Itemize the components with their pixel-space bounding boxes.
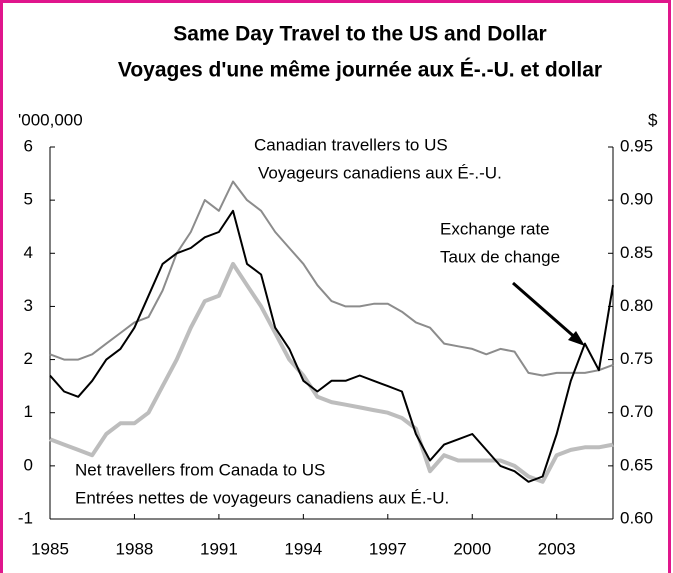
chart-subtitle: Voyages d'une même journée aux É-.-U. et… — [118, 59, 602, 82]
annotation: Taux de change — [440, 247, 560, 266]
x-tick-label: 1991 — [200, 539, 238, 558]
y2-tick-label: 0.80 — [620, 296, 653, 315]
annotation: Entrées nettes de voyageurs canadiens au… — [75, 488, 449, 507]
y-tick-label: 0 — [24, 455, 33, 474]
y2-tick-label: 0.75 — [620, 349, 653, 368]
series-line — [49, 180, 614, 377]
arrow — [512, 281, 579, 342]
y-tick-label: 3 — [24, 296, 33, 315]
x-tick-label: 2003 — [538, 539, 576, 558]
y2-axis-label: $ — [648, 110, 658, 129]
chart-title: Same Day Travel to the US and Dollar — [173, 23, 546, 46]
x-tick-label: 1985 — [31, 539, 69, 558]
y-axis-label: '000,000 — [18, 110, 83, 129]
x-tick-label: 1997 — [369, 539, 407, 558]
y2-tick-label: 0.90 — [620, 190, 653, 209]
annotation: Exchange rate — [440, 219, 550, 238]
y-tick-label: 4 — [24, 243, 33, 262]
arrowhead — [568, 331, 585, 346]
x-tick-label: 1988 — [116, 539, 154, 558]
y2-tick-label: 0.95 — [620, 136, 653, 155]
y2-tick-label: 0.85 — [620, 243, 653, 262]
annotation: Net travellers from Canada to US — [75, 460, 325, 479]
y-tick-label: 1 — [24, 402, 33, 421]
series-line — [49, 261, 614, 484]
y2-tick-label: 0.60 — [620, 508, 653, 527]
series-line — [49, 209, 614, 483]
y-tick-label: 2 — [24, 349, 33, 368]
y2-tick-label: 0.65 — [620, 455, 653, 474]
x-tick-label: 1994 — [284, 539, 322, 558]
y2-tick-label: 0.70 — [620, 402, 653, 421]
y-tick-label: -1 — [18, 508, 33, 527]
y-tick-label: 5 — [24, 190, 33, 209]
annotation: Voyageurs canadiens aux É-.-U. — [258, 163, 502, 182]
x-tick-label: 2000 — [453, 539, 491, 558]
annotation: Canadian travellers to US — [254, 135, 448, 154]
y-tick-label: 6 — [24, 136, 33, 155]
